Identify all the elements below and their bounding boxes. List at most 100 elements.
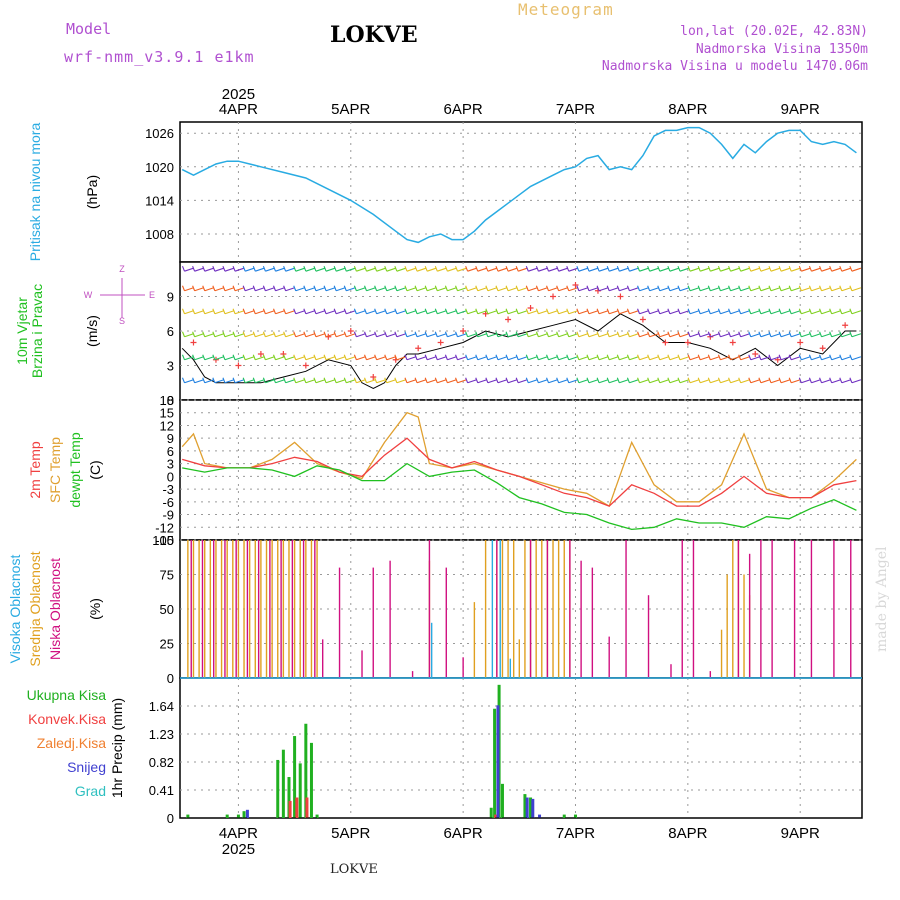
wind-barb	[283, 285, 295, 292]
wind-barb	[697, 265, 710, 272]
wind-barb	[455, 331, 467, 338]
wind-barb	[556, 308, 568, 315]
wind-barb	[404, 308, 417, 315]
wind-barb	[495, 377, 508, 384]
wind-barb	[353, 331, 366, 338]
wind-barb	[576, 377, 589, 384]
wind-barb	[748, 354, 760, 361]
wind-barb	[434, 377, 447, 384]
wind-barb	[606, 308, 619, 315]
wind-gust-marker	[235, 362, 242, 369]
wind-barb	[242, 331, 255, 338]
wind-barb	[677, 354, 690, 361]
wind-barb	[697, 308, 710, 315]
wind-barb	[778, 331, 791, 338]
temp-axis-label: 2m Temp	[27, 441, 43, 499]
wind-barb	[272, 308, 285, 315]
wind-barb	[434, 265, 447, 272]
wind-barb	[758, 285, 771, 292]
wind-barb	[566, 354, 578, 361]
wind-barb	[707, 377, 720, 384]
wind-axis-label-2: Brzina i Pravac	[29, 284, 45, 378]
wind-barb	[738, 285, 750, 292]
wind-barb	[556, 331, 568, 338]
compass-e-label: E	[149, 290, 155, 300]
y-tick-label: 0	[167, 469, 174, 484]
wind-barb	[455, 285, 467, 292]
wind-barb	[384, 377, 396, 384]
precip-bar	[531, 798, 535, 818]
y-tick-label: 15	[160, 406, 174, 421]
wind-barb	[455, 354, 467, 361]
wind-barb	[242, 285, 255, 292]
wind-barb	[333, 354, 346, 361]
wind-barb	[485, 331, 498, 338]
wind-gust-marker	[684, 339, 691, 346]
wind-barb	[667, 377, 680, 384]
wind-barb	[212, 265, 225, 272]
wind-barb	[343, 308, 356, 315]
wind-barb	[748, 377, 760, 384]
wind-barb	[616, 285, 629, 292]
wind-barb	[353, 285, 366, 292]
wind-barb	[616, 308, 629, 315]
wind-gust-marker	[257, 351, 264, 357]
wind-barb	[556, 354, 568, 361]
wind-barb	[525, 354, 538, 361]
wind-barb	[333, 308, 346, 315]
wind-barb	[778, 265, 791, 272]
wind-barb	[192, 377, 204, 384]
wind-barb	[657, 265, 669, 272]
precip-bar	[538, 814, 542, 818]
model-label: Model	[66, 20, 112, 38]
x-tick-label-top: 6APR	[444, 101, 483, 118]
pressure-line	[181, 126, 857, 244]
wind-barb	[323, 354, 336, 361]
panel-frame-temperature	[179, 399, 863, 541]
compass-w-label: W	[84, 290, 93, 300]
y-tick-label: 1008	[145, 227, 174, 242]
wind-barb	[707, 354, 720, 361]
wind-barb	[394, 354, 407, 361]
wind-gust-marker	[302, 362, 309, 369]
wind-barb	[323, 331, 336, 338]
wind-barb	[333, 285, 346, 292]
wind-barb	[272, 331, 285, 338]
precip-bar	[186, 814, 190, 818]
wind-barb	[212, 377, 225, 384]
precip-legend-item: Zaledj.Kisa	[37, 735, 106, 751]
wind-gust-marker	[819, 345, 826, 352]
wind-barb	[475, 331, 487, 338]
wind-barb	[475, 265, 487, 272]
wind-barb	[505, 285, 518, 292]
wind-barb	[192, 331, 204, 338]
wind-barb	[364, 377, 376, 384]
wind-barb	[262, 377, 275, 384]
wind-barb	[525, 308, 538, 315]
model-name: wrf-nmm_v3.9.1 e1km	[64, 48, 255, 66]
wind-barb	[738, 354, 750, 361]
precip-bar	[281, 749, 285, 818]
wind-barb	[798, 285, 811, 292]
wind-barb	[323, 285, 336, 292]
compass-s-label: S	[119, 316, 125, 326]
wind-barb	[202, 331, 214, 338]
wind-barb	[717, 285, 730, 292]
x-tick-label-top: 9APR	[781, 101, 820, 118]
temp-2m-line	[182, 437, 857, 507]
wind-barb	[505, 265, 518, 272]
y-tick-label: 1014	[145, 193, 174, 208]
precip-bar	[287, 777, 291, 818]
wind-barb	[596, 354, 609, 361]
wind-barb	[626, 265, 639, 272]
wind-barb	[455, 308, 467, 315]
wind-barb	[829, 285, 841, 292]
wind-barb	[586, 285, 599, 292]
wind-barb	[384, 285, 396, 292]
wind-barb	[829, 331, 841, 338]
wind-gust-marker	[752, 351, 759, 357]
wind-barb	[525, 285, 538, 292]
wind-barb	[293, 354, 305, 361]
wind-barb	[303, 331, 316, 338]
